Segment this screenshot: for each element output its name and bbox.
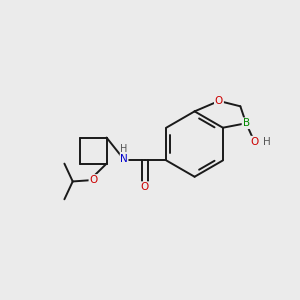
Text: N: N <box>120 154 128 164</box>
Text: O: O <box>89 175 98 185</box>
Text: O: O <box>250 137 259 147</box>
Text: H: H <box>120 144 128 154</box>
Text: B: B <box>242 118 250 128</box>
Text: H: H <box>263 137 271 147</box>
Text: O: O <box>215 96 223 106</box>
Text: O: O <box>141 182 149 192</box>
